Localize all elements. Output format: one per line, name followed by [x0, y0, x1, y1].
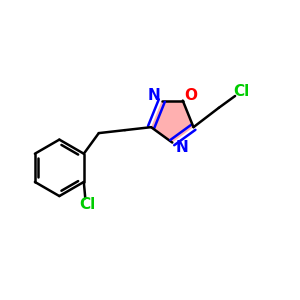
Text: Cl: Cl	[233, 84, 250, 99]
Text: O: O	[184, 88, 198, 103]
Text: N: N	[176, 140, 188, 154]
Polygon shape	[151, 100, 194, 142]
Text: Cl: Cl	[80, 197, 96, 212]
Text: N: N	[147, 88, 160, 103]
